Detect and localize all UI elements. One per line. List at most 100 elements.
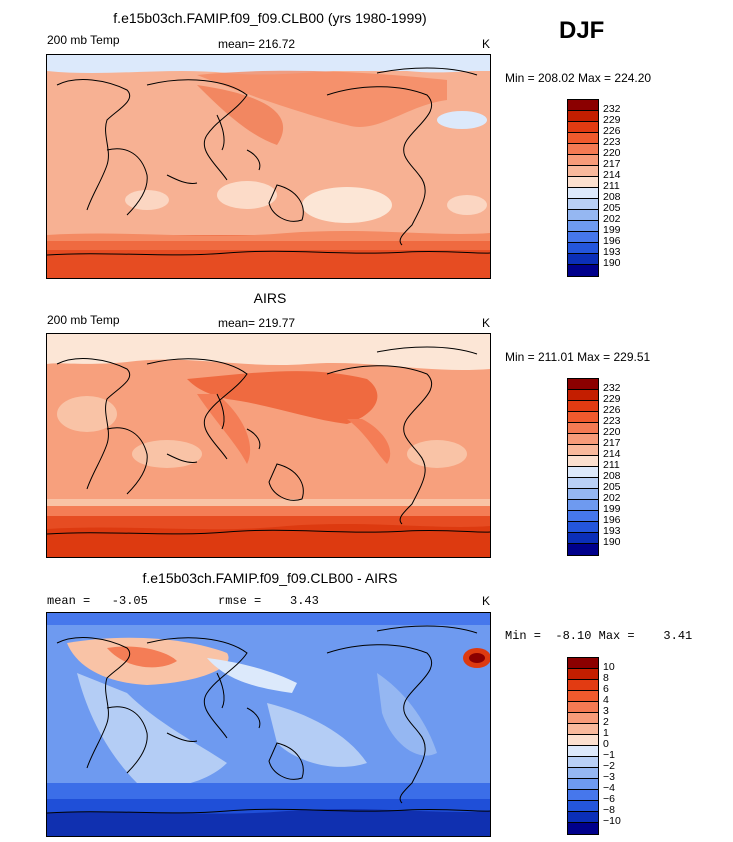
- colorbar-label: 205: [603, 202, 621, 214]
- panel-3-colorbar-labels: 10 8 6 4 3 2 1 0 −1 −2 −3 −4 −6 −8 −10: [603, 662, 621, 827]
- colorbar-label: 199: [603, 503, 621, 515]
- panel-1-colorbar-labels: 232 229 226 223 220 217 214 211 208 205 …: [603, 104, 621, 269]
- colorbar-label: 223: [603, 415, 621, 427]
- panel-1-mean: mean= 216.72: [218, 37, 296, 51]
- colorbar-label: 226: [603, 404, 621, 416]
- colorbar-swatch: [568, 390, 598, 401]
- colorbar-label: 208: [603, 191, 621, 203]
- colorbar-swatch: [568, 478, 598, 489]
- colorbar-label: 196: [603, 514, 621, 526]
- colorbar-swatch: [568, 467, 598, 478]
- panel-3-map-svg: [47, 613, 490, 836]
- colorbar-swatch: [568, 790, 598, 801]
- panel-2-mean: mean= 219.77: [218, 316, 296, 330]
- colorbar-swatch: [568, 779, 598, 790]
- colorbar-swatch: [568, 445, 598, 456]
- colorbar-swatch: [568, 379, 598, 390]
- panel-2-minmax: Min = 211.01 Max = 229.51: [505, 350, 651, 364]
- colorbar-swatch: [568, 210, 598, 221]
- colorbar-swatch: [568, 680, 598, 691]
- colorbar-swatch: [568, 232, 598, 243]
- colorbar-swatch: [568, 713, 598, 724]
- colorbar-label: 217: [603, 437, 621, 449]
- panel-1-units: K: [482, 37, 491, 51]
- colorbar-swatch: [568, 254, 598, 265]
- colorbar-label: 211: [603, 459, 620, 471]
- panel-2-variable: 200 mb Temp: [47, 313, 120, 327]
- colorbar-swatch: [568, 122, 598, 133]
- colorbar-label: 229: [603, 114, 621, 126]
- colorbar-swatch: [568, 669, 598, 680]
- panel-2-map-svg: [47, 334, 490, 557]
- colorbar-label: 226: [603, 125, 621, 137]
- colorbar-swatch: [568, 735, 598, 746]
- colorbar-swatch: [568, 823, 598, 834]
- colorbar-label: 190: [603, 257, 621, 269]
- colorbar-swatch: [568, 533, 598, 544]
- colorbar-label: 220: [603, 147, 621, 159]
- colorbar-label: 4: [603, 694, 609, 706]
- colorbar-label: 214: [603, 448, 621, 460]
- panel-1-variable: 200 mb Temp: [47, 33, 120, 47]
- colorbar-swatch: [568, 423, 598, 434]
- panel-3-mean: mean = -3.05: [47, 594, 148, 608]
- colorbar-label: −1: [603, 749, 615, 761]
- colorbar-label: 8: [603, 672, 609, 684]
- colorbar-label: 193: [603, 525, 621, 537]
- panel-3-map: [46, 612, 491, 837]
- colorbar-swatch: [568, 544, 598, 555]
- colorbar-swatch: [568, 412, 598, 423]
- colorbar-label: 6: [603, 683, 609, 695]
- colorbar-swatch: [568, 188, 598, 199]
- panel-3-minmax: Min = -8.10 Max = 3.41: [505, 629, 693, 643]
- colorbar-label: −2: [603, 760, 615, 772]
- panel-3-rmse: rmse = 3.43: [218, 594, 319, 608]
- panel-1-colorbar: [567, 99, 599, 277]
- colorbar-label: 229: [603, 393, 621, 405]
- colorbar-label: −4: [603, 782, 615, 794]
- panel-2-colorbar: [567, 378, 599, 556]
- colorbar-swatch: [568, 177, 598, 188]
- colorbar-swatch: [568, 768, 598, 779]
- panel-3-colorbar: [567, 657, 599, 835]
- colorbar-label: −6: [603, 793, 615, 805]
- colorbar-swatch: [568, 243, 598, 254]
- colorbar-label: 190: [603, 536, 621, 548]
- colorbar-swatch: [568, 111, 598, 122]
- colorbar-swatch: [568, 691, 598, 702]
- panel-3-title: f.e15b03ch.FAMIP.f09_f09.CLB00 - AIRS: [142, 570, 398, 586]
- colorbar-label: 232: [603, 382, 621, 394]
- colorbar-label: 3: [603, 705, 609, 717]
- colorbar-swatch: [568, 724, 598, 735]
- colorbar-label: 10: [603, 661, 615, 673]
- colorbar-label: 205: [603, 481, 621, 493]
- panel-3-units: K: [482, 594, 491, 608]
- colorbar-swatch: [568, 155, 598, 166]
- panel-1-minmax: Min = 208.02 Max = 224.20: [505, 71, 652, 85]
- colorbar-swatch: [568, 434, 598, 445]
- colorbar-swatch: [568, 100, 598, 111]
- colorbar-swatch: [568, 133, 598, 144]
- colorbar-swatch: [568, 511, 598, 522]
- panel-2-colorbar-labels: 232 229 226 223 220 217 214 211 208 205 …: [603, 383, 621, 548]
- colorbar-label: 1: [603, 727, 609, 739]
- colorbar-swatch: [568, 221, 598, 232]
- colorbar-label: 202: [603, 213, 621, 225]
- colorbar-label: 211: [603, 180, 620, 192]
- colorbar-swatch: [568, 144, 598, 155]
- colorbar-label: −10: [603, 815, 621, 827]
- colorbar-label: 214: [603, 169, 621, 181]
- colorbar-swatch: [568, 166, 598, 177]
- colorbar-label: 232: [603, 103, 621, 115]
- colorbar-label: 199: [603, 224, 621, 236]
- colorbar-swatch: [568, 500, 598, 511]
- panel-2-units: K: [482, 316, 491, 330]
- colorbar-label: −3: [603, 771, 615, 783]
- colorbar-swatch: [568, 801, 598, 812]
- colorbar-label: 196: [603, 235, 621, 247]
- colorbar-label: 2: [603, 716, 609, 728]
- colorbar-swatch: [568, 456, 598, 467]
- panel-1-map-svg: [47, 55, 490, 278]
- panel-2-map: [46, 333, 491, 558]
- colorbar-label: 220: [603, 426, 621, 438]
